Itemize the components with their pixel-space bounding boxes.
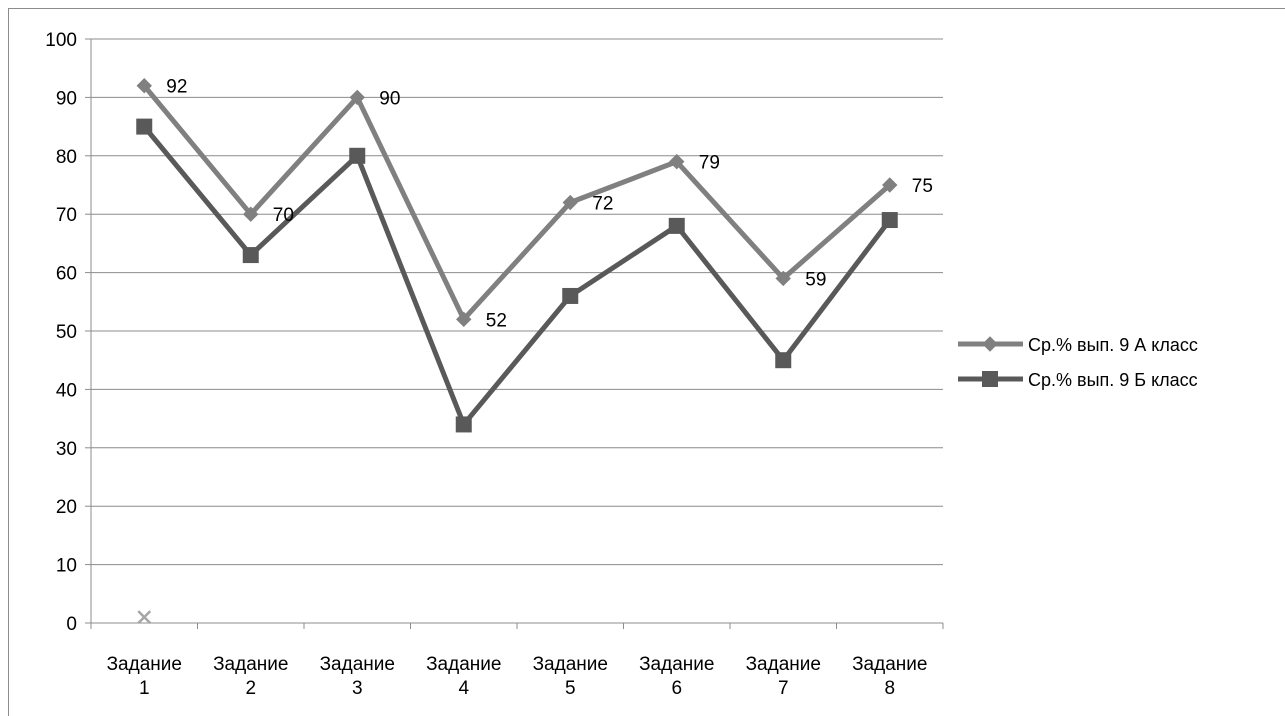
y-tick-label: 30 <box>56 439 77 460</box>
series-2-point <box>242 247 259 264</box>
series-2-point <box>668 217 685 234</box>
grid-lines <box>91 38 943 566</box>
series-1-point <box>669 153 685 170</box>
data-labels: 92 70 90 52 72 79 59 75 <box>166 77 933 332</box>
x-tick-label: Задание 6 <box>639 654 714 699</box>
y-tick-label: 100 <box>45 30 77 51</box>
series-layer <box>136 78 898 625</box>
legend-item-1: Ср.% вып. 9 А класс <box>958 335 1198 355</box>
data-label: 52 <box>486 310 507 331</box>
data-label: 59 <box>805 269 826 290</box>
legend-item-2: Ср.% вып. 9 Б класс <box>958 370 1198 390</box>
series-1-point <box>562 194 578 211</box>
data-label: 72 <box>592 194 613 215</box>
y-tick-label: 80 <box>56 147 77 168</box>
y-tick-label: 10 <box>56 556 77 577</box>
x-tick-label: Задание 8 <box>852 654 927 699</box>
legend: Ср.% вып. 9 А класс Ср.% вып. 9 Б класс <box>958 335 1198 390</box>
x-tick-label: Задание 2 <box>213 654 288 699</box>
axes: 0 10 20 30 40 50 60 70 80 90 100 Задание 1 Задание 2 За… <box>45 30 944 699</box>
series-1-point <box>456 311 472 328</box>
legend-label: Ср.% вып. 9 А класс <box>1028 335 1198 355</box>
x-tick-label: Задание 1 <box>107 654 182 699</box>
x-tick-label: Задание 7 <box>746 654 821 699</box>
series-2-point <box>775 352 792 369</box>
y-tick-label: 60 <box>56 264 77 285</box>
y-tick-label: 90 <box>56 88 77 109</box>
y-tick-label: 70 <box>56 205 77 226</box>
x-tick-label: Задание 5 <box>533 654 608 699</box>
data-label: 79 <box>699 153 720 174</box>
legend-label: Ср.% вып. 9 Б класс <box>1028 370 1198 390</box>
series-2-point <box>136 118 153 135</box>
chart-frame <box>8 8 1285 716</box>
series-3-point <box>137 610 152 625</box>
data-label: 90 <box>379 88 400 109</box>
x-tick-label: Задание 3 <box>320 654 395 699</box>
series-1-point <box>349 89 365 106</box>
y-tick-label: 20 <box>56 497 77 518</box>
data-label: 70 <box>273 205 294 226</box>
y-tick-label: 0 <box>66 614 77 635</box>
y-tick-label: 50 <box>56 322 77 343</box>
series-1-point <box>882 177 898 193</box>
x-tick-label: Задание 4 <box>426 654 501 699</box>
legend-marker <box>982 336 998 352</box>
series-2-point <box>562 287 579 304</box>
legend-marker <box>982 371 998 387</box>
series-2-point <box>881 212 898 229</box>
data-label: 92 <box>166 77 187 98</box>
series-2-point <box>349 147 366 164</box>
series-2-point <box>455 416 472 433</box>
series-line-1 <box>142 84 892 322</box>
series-1-point <box>775 270 791 287</box>
series-1-point <box>243 206 259 222</box>
series-line-2 <box>142 125 892 427</box>
series-1-point <box>136 78 152 94</box>
y-tick-label: 40 <box>56 380 77 401</box>
data-label: 75 <box>912 176 933 197</box>
